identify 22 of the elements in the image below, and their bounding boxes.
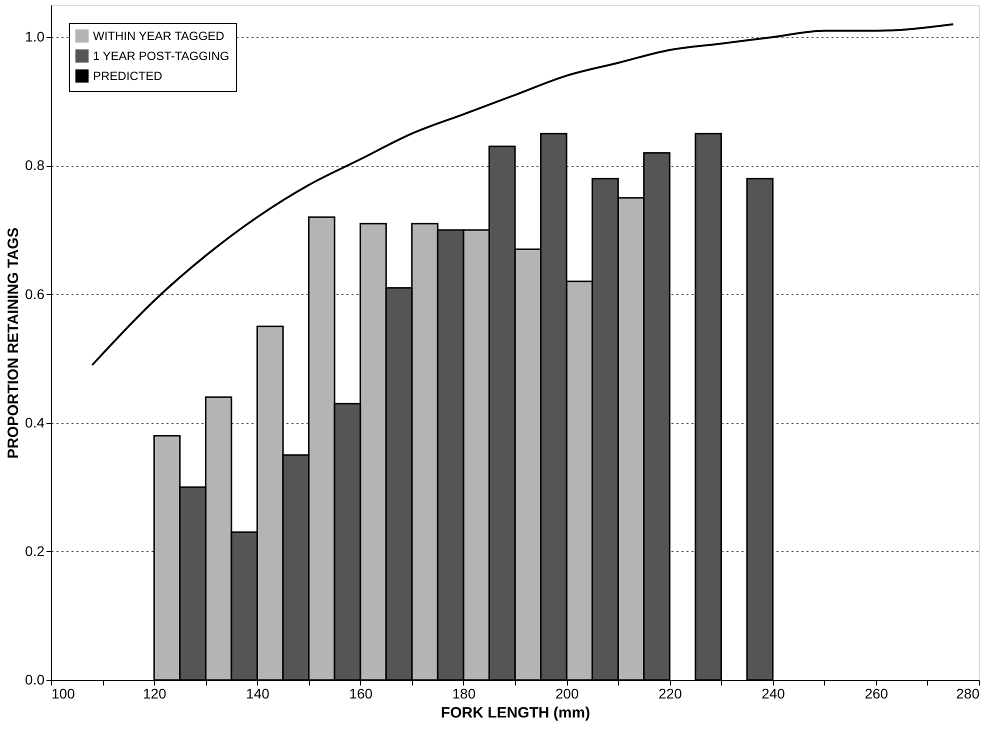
x-tick-label: 240 [762,686,786,702]
x-tick-label: 220 [658,686,682,702]
line-series [91,23,954,366]
legend-label: 1 YEAR POST-TAGGING [93,49,230,63]
y-tick-label: 0.6 [25,286,45,302]
legend-label: PREDICTED [93,69,163,83]
y-tick-label: 0.4 [25,414,45,430]
y-tick-label: 1.0 [25,28,45,45]
x-tick-label: 260 [864,686,888,702]
x-tick-label: 140 [246,686,270,702]
x-axis-title: FORK LENGTH (mm) [440,704,590,722]
x-tick-label: 160 [349,686,373,702]
x-tick-label: 180 [452,686,476,702]
legend-label: WITHIN YEAR TAGGED [93,29,225,43]
x-tick-label: 100 [52,686,76,702]
y-axis-title: PROPORTION RETAINING TAGS [5,227,22,459]
x-tick-label: 200 [555,686,579,702]
y-tick-label: 0.2 [25,542,45,559]
x-tick-label: 120 [142,686,167,702]
y-tick-label: 0.0 [25,672,45,688]
x-tick-label: 280 [956,686,980,702]
y-tick-label: 0.8 [25,157,45,174]
